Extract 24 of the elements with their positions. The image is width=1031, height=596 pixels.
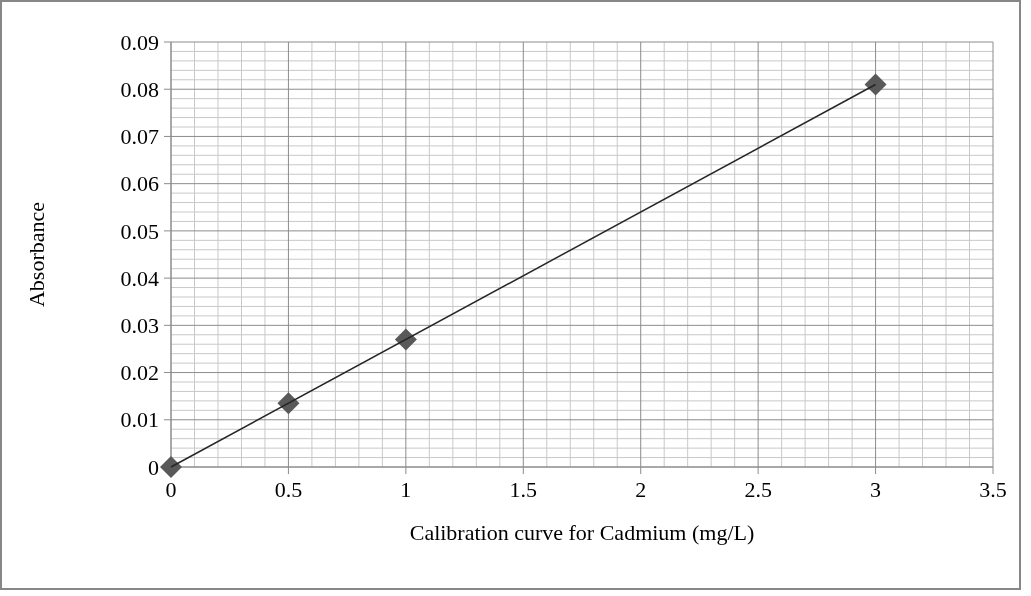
y-axis-title: Absorbance bbox=[24, 201, 49, 308]
y-tick-label: 0.04 bbox=[120, 265, 159, 291]
y-tick-label: 0 bbox=[148, 454, 159, 480]
y-tick-label: 0.08 bbox=[120, 76, 159, 102]
y-tick-label: 0.03 bbox=[120, 313, 159, 339]
point bbox=[864, 73, 887, 96]
y-tick-label: 0.09 bbox=[120, 29, 159, 55]
y-tick-label: 0.02 bbox=[120, 360, 159, 386]
x-tick-label: 1.5 bbox=[509, 477, 538, 502]
y-tick-label: 0.07 bbox=[120, 124, 159, 150]
x-tick-label: 2.5 bbox=[744, 477, 772, 502]
point bbox=[394, 328, 417, 351]
x-tick-label: 2 bbox=[635, 477, 647, 502]
y-tick-label: 0.01 bbox=[120, 407, 159, 433]
y-tick-label: 0.06 bbox=[120, 171, 159, 197]
x-tick-label: 3 bbox=[870, 477, 882, 502]
x-tick-label: 1 bbox=[400, 477, 412, 502]
x-axis-title: Calibration curve for Cadmium (mg/L) bbox=[409, 520, 755, 545]
point bbox=[277, 392, 300, 415]
x-tick-label: 0 bbox=[165, 477, 177, 502]
x-tick-label: 0.5 bbox=[274, 477, 303, 502]
x-tick-label: 3.5 bbox=[979, 477, 1007, 502]
point bbox=[160, 456, 182, 478]
y-tick-label: 0.05 bbox=[120, 218, 159, 244]
